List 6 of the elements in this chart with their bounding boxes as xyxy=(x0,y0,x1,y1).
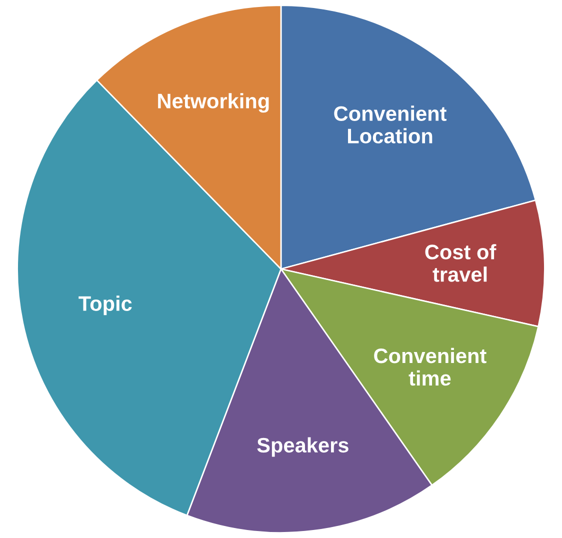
slice-label: Cost of travel xyxy=(425,244,496,282)
slice-label: Speakers xyxy=(257,437,348,457)
slice-label: Convenient Location xyxy=(334,106,446,144)
slice-label: Topic xyxy=(78,296,132,316)
slice-label: Networking xyxy=(158,93,269,113)
slice-label: Convenient time xyxy=(374,348,486,386)
